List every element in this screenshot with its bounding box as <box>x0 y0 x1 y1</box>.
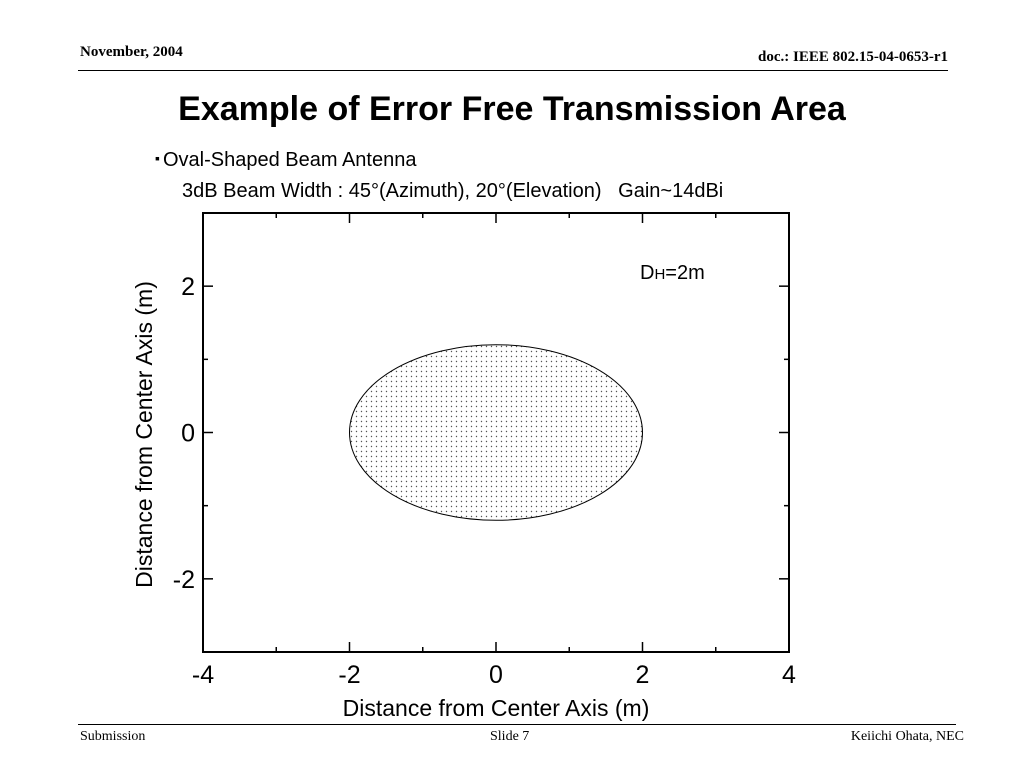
dh-annotation-subscript: H <box>654 266 665 283</box>
bullet-marker: ▪ <box>155 150 160 166</box>
dh-annotation-suffix: =2m <box>665 262 704 284</box>
x-tick-label: 0 <box>489 661 503 689</box>
footer-divider <box>78 724 956 725</box>
y-tick-label: 0 <box>181 420 195 448</box>
slide-title: Example of Error Free Transmission Area <box>178 90 846 128</box>
y-axis-label: Distance from Center Axis (m) <box>131 281 157 588</box>
header-divider <box>78 70 948 71</box>
y-tick-label: 2 <box>181 273 195 301</box>
x-tick-label: 2 <box>636 661 650 689</box>
footer-submission: Submission <box>80 729 146 744</box>
x-tick-label: -4 <box>192 661 214 689</box>
footer-slide-number: Slide 7 <box>490 729 530 744</box>
dh-annotation-prefix: D <box>640 262 654 284</box>
y-tick-label: -2 <box>173 566 195 594</box>
x-tick-label: 4 <box>782 661 796 689</box>
bullet-text: Oval-Shaped Beam Antenna <box>162 149 417 171</box>
x-tick-label: -2 <box>338 661 360 689</box>
header-doc-id: doc.: IEEE 802.15-04-0653-r1 <box>758 49 948 65</box>
footer-author: Keiichi Ohata, NEC <box>850 729 964 744</box>
antenna-spec-text: 3dB Beam Width : 45°(Azimuth), 20°(Eleva… <box>182 180 724 202</box>
x-axis-label: Distance from Center Axis (m) <box>343 695 650 721</box>
header-date: November, 2004 <box>80 44 183 60</box>
dh-annotation: DH=2m <box>640 262 705 284</box>
error-free-area <box>349 344 643 521</box>
bullet-line: ▪ Oval-Shaped Beam Antenna <box>155 149 416 172</box>
